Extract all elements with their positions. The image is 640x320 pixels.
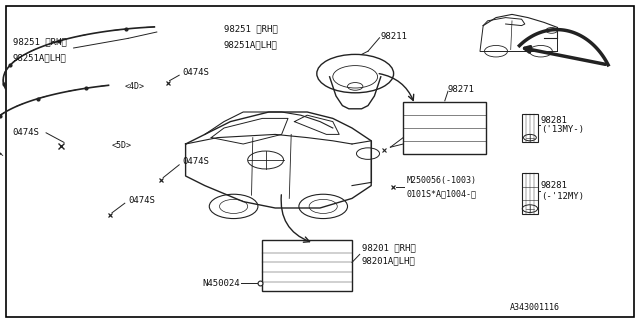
Text: 0474S: 0474S	[128, 196, 155, 204]
Text: 98211: 98211	[381, 32, 408, 41]
Text: 0101S*A〈1004-〉: 0101S*A〈1004-〉	[406, 189, 476, 198]
Text: 98251 〈RH〉: 98251 〈RH〉	[13, 37, 67, 46]
Text: 98251A〈LH〉: 98251A〈LH〉	[13, 53, 67, 62]
Text: 98251A〈LH〉: 98251A〈LH〉	[224, 40, 278, 49]
Text: <4D>: <4D>	[125, 82, 145, 91]
Bar	[522, 173, 538, 214]
Text: 98201A〈LH〉: 98201A〈LH〉	[362, 256, 415, 265]
Text: A343001116: A343001116	[510, 303, 560, 312]
Text: 98281: 98281	[541, 116, 568, 124]
Bar	[522, 114, 538, 142]
Bar	[403, 102, 486, 154]
Text: 98271: 98271	[448, 85, 475, 94]
Text: N450024: N450024	[202, 279, 240, 288]
Bar	[262, 240, 352, 291]
Text: <5D>: <5D>	[112, 141, 132, 150]
Text: M250056(-1003): M250056(-1003)	[406, 176, 476, 185]
Text: 0474S: 0474S	[182, 157, 209, 166]
Text: 98201 〈RH〉: 98201 〈RH〉	[362, 244, 415, 252]
Text: ('13MY-): ('13MY-)	[541, 125, 584, 134]
Text: 0474S: 0474S	[13, 128, 40, 137]
Text: 98281: 98281	[541, 181, 568, 190]
Text: 0474S: 0474S	[182, 68, 209, 76]
Text: 98251 〈RH〉: 98251 〈RH〉	[224, 24, 278, 33]
Text: (-'12MY): (-'12MY)	[541, 192, 584, 201]
